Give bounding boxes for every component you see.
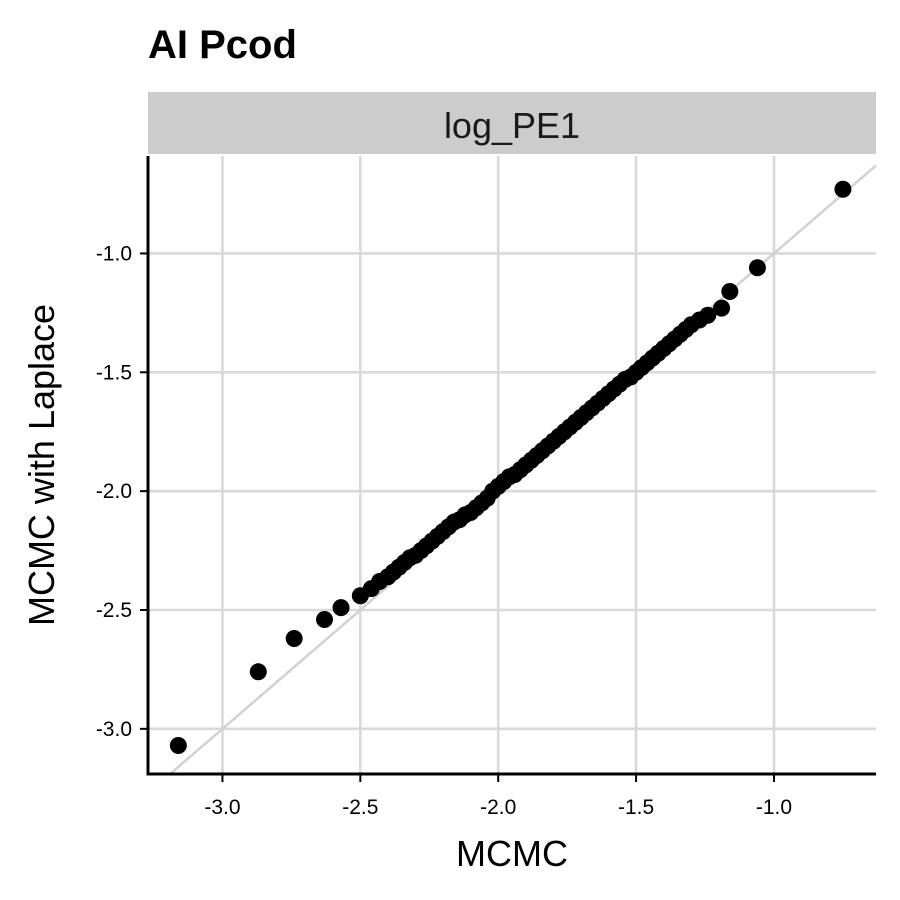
data-point-69	[834, 180, 852, 198]
data-point-66	[713, 299, 731, 317]
grid-layer	[148, 156, 876, 774]
tick-layer: -3.0 -2.5 -2.0 -1.5 -1.0 -3.0 -2.5 -2.0 -1.5 -1.0	[96, 242, 792, 819]
x-tick-label-3: -1.5	[618, 796, 654, 819]
y-axis-title: MCMC with Laplace	[21, 304, 62, 626]
y-tick-label-0: -3.0	[96, 718, 132, 741]
data-point-3	[315, 611, 333, 628]
data-point-4	[332, 599, 350, 617]
data-point-1	[249, 663, 267, 681]
data-point-67	[721, 282, 739, 300]
y-tick-label-4: -1.0	[96, 242, 132, 265]
data-point-65	[699, 306, 717, 324]
data-point-0	[169, 736, 187, 754]
axis-layer	[146, 156, 876, 776]
x-tick-label-4: -1.0	[756, 796, 792, 819]
x-tick-label-1: -2.5	[342, 796, 378, 819]
chart-title: AI Pcod	[148, 23, 297, 67]
data-point-2	[285, 630, 303, 648]
x-tick-label-0: -3.0	[204, 796, 240, 819]
x-axis-title: MCMC	[456, 833, 568, 874]
points-layer	[169, 180, 852, 754]
data-point-68	[748, 259, 766, 277]
facet-label: log_PE1	[444, 105, 580, 146]
y-tick-label-3: -1.5	[96, 361, 132, 384]
x-tick-label-2: -2.0	[480, 796, 516, 819]
facet-strip	[148, 92, 876, 154]
y-tick-label-2: -2.0	[96, 480, 132, 503]
y-tick-label-1: -2.5	[96, 599, 132, 622]
